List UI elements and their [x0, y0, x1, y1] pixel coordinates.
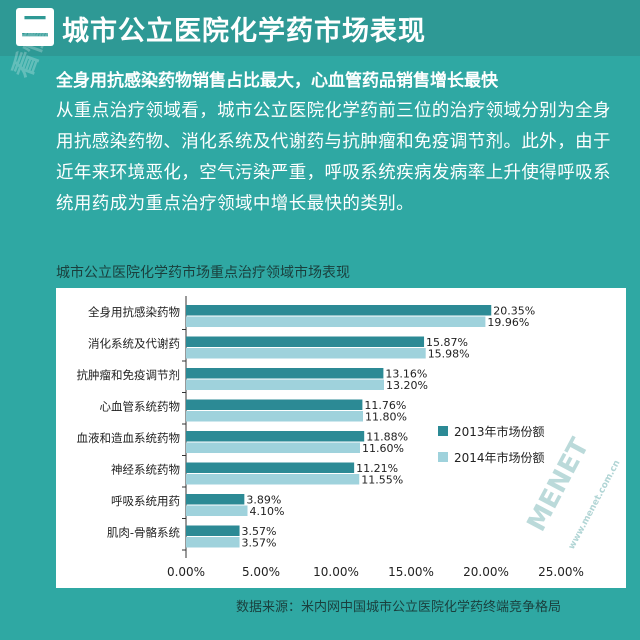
page-title: 城市公立医院化学药市场表现: [62, 16, 426, 47]
category-label: 血液和造血系统药物: [77, 431, 181, 445]
bar: [186, 399, 363, 410]
x-tick-label: 5.00%: [242, 565, 280, 579]
data-label: 11.88%: [366, 431, 408, 444]
bar: [186, 462, 355, 473]
data-label: 11.55%: [361, 474, 403, 487]
data-label: 3.57%: [242, 537, 277, 550]
section-number: 二: [16, 8, 54, 46]
data-label: 15.98%: [428, 348, 470, 361]
data-label: 13.20%: [386, 379, 428, 392]
bar: [186, 474, 360, 485]
legend-label: 2014年市场份额: [454, 450, 545, 465]
chart-panel: 全身用抗感染药物 20.35% 19.96% 消化系统及代谢药 15.87% 15.98%…: [56, 288, 626, 588]
bar-chart: 全身用抗感染药物 20.35%19.96% 消化系统及代谢药 15.87%15.98%…: [77, 296, 584, 579]
data-label: 11.76%: [364, 399, 406, 412]
chart-caption: 城市公立医院化学药市场重点治疗领域市场表现: [56, 265, 350, 281]
data-label: 20.35%: [493, 305, 535, 318]
bar: [186, 442, 360, 453]
x-tick-label: 25.00%: [538, 565, 584, 579]
x-tick-label: 10.00%: [313, 565, 359, 579]
body-paragraph: 从重点治疗领域看，城市公立医院化学药前三位的治疗领域分别为全身用抗感染药物、消化…: [56, 101, 611, 214]
bar: [186, 431, 365, 442]
bar: [186, 336, 425, 347]
bar: [186, 537, 240, 548]
bar: [186, 525, 240, 536]
header-bar: 二 城市公立医院化学药市场表现: [0, 0, 640, 56]
x-tick-label: 0.00%: [167, 565, 205, 579]
category-label: 呼吸系统用药: [111, 494, 180, 508]
data-source: 数据来源：米内网中国城市公立医院化学药终端竞争格局: [236, 600, 562, 615]
data-label: 3.57%: [242, 525, 277, 538]
x-tick-label: 15.00%: [388, 565, 434, 579]
legend-swatch: [438, 452, 448, 462]
bar: [186, 348, 426, 359]
legend-swatch: [438, 426, 448, 436]
legend-label: 2013年市场份额: [454, 424, 545, 439]
bar: [186, 494, 245, 505]
category-label: 肌肉-骨骼系统: [107, 526, 181, 540]
bar: [186, 505, 248, 516]
category-label: 神经系统药物: [111, 463, 180, 477]
data-label: 4.10%: [250, 505, 285, 518]
data-label: 3.89%: [246, 494, 281, 507]
category-label: 全身用抗感染药物: [88, 305, 180, 319]
data-label: 15.87%: [426, 336, 468, 349]
bar: [186, 411, 363, 422]
x-tick-label: 20.00%: [463, 565, 509, 579]
bar: [186, 316, 486, 327]
data-label: 13.16%: [385, 368, 427, 381]
category-label: 心血管系统药物: [100, 400, 181, 414]
category-label: 抗肿瘤和免疫调节剂: [77, 368, 181, 382]
subheading: 全身用抗感染药物销售占比最大，心血管药品销售增长最快: [56, 71, 498, 91]
bar: [186, 379, 384, 390]
data-label: 11.60%: [362, 442, 404, 455]
category-label: 消化系统及代谢药: [88, 337, 180, 351]
data-label: 11.80%: [365, 411, 407, 424]
bar: [186, 368, 384, 379]
data-label: 19.96%: [487, 316, 529, 329]
bar: [186, 305, 492, 316]
data-label: 11.21%: [356, 462, 398, 475]
